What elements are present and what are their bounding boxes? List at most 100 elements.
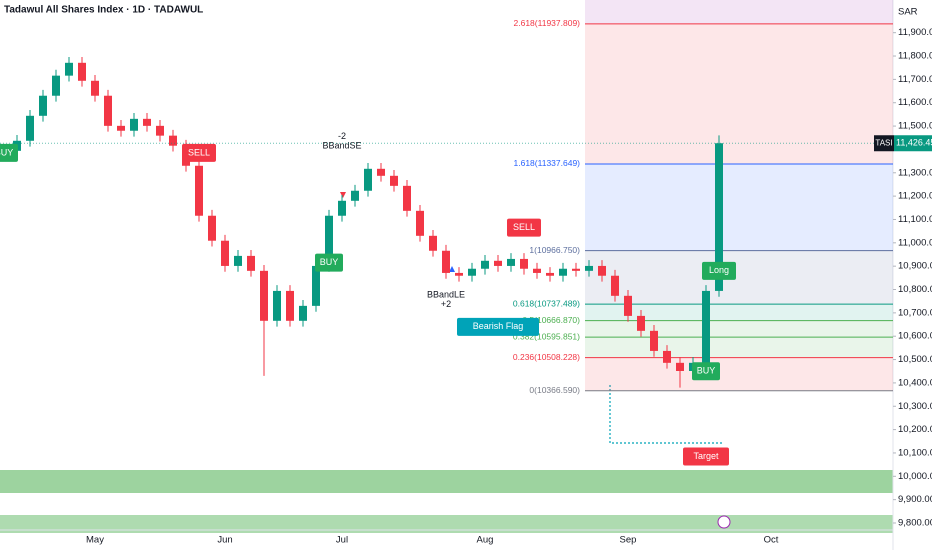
signal-box — [683, 447, 729, 466]
y-tick-label: 11,800.000 — [898, 51, 932, 62]
y-tick-label: 10,500.000 — [898, 354, 932, 365]
fib-label: 2.618(11937.809) — [514, 18, 581, 28]
candle-body — [104, 95, 112, 126]
candle-body — [325, 215, 333, 266]
candle-body — [221, 240, 229, 266]
signal-box — [507, 218, 541, 237]
candle-body — [663, 350, 671, 363]
fib-label: 0.618(10737.489) — [513, 298, 580, 308]
fib-label: 0.236(10508.228) — [513, 352, 580, 362]
signal-label: Long — [709, 265, 729, 275]
fib-zone — [585, 304, 893, 321]
y-tick-label: 10,100.000 — [898, 447, 932, 458]
x-tick-label: Aug — [477, 535, 494, 546]
signal-text: BBandSE — [322, 140, 361, 150]
signal-box — [315, 253, 343, 272]
signal-label: Bearish Flag — [473, 321, 524, 331]
candle-body — [494, 260, 502, 266]
candle-body — [52, 75, 60, 96]
chart-title: Tadawul All Shares Index · 1D · TADAWUL — [4, 5, 203, 16]
y-tick-label: 10,800.000 — [898, 284, 932, 295]
candle-body — [702, 290, 710, 363]
signal-arrow — [340, 192, 346, 198]
y-tick-label: 10,400.000 — [898, 377, 932, 388]
candle-body — [286, 290, 294, 321]
y-tick-label: 10,000.000 — [898, 471, 932, 482]
candle-body — [455, 272, 463, 276]
fib-zone — [585, 163, 893, 251]
x-tick-label: Jul — [336, 535, 348, 546]
candle-body — [351, 190, 359, 201]
signal-box — [692, 362, 720, 381]
candle-body — [585, 265, 593, 271]
signal-text: +2 — [441, 299, 451, 309]
candle-body — [260, 270, 268, 321]
candle-body — [572, 268, 580, 271]
target-path — [609, 385, 722, 444]
candle-body — [364, 168, 372, 191]
signal-label: SELL — [188, 147, 210, 157]
candle-body — [624, 295, 632, 316]
candle-body — [143, 118, 151, 126]
event-icon — [717, 515, 731, 529]
candle-body — [533, 268, 541, 273]
symbol-label: TASI — [875, 138, 892, 147]
signal-label: SELL — [513, 222, 535, 232]
candle-body — [26, 115, 34, 141]
y-tick-label: 10,600.000 — [898, 331, 932, 342]
candle-body — [234, 255, 242, 266]
fib-label: 1(10966.750) — [529, 245, 580, 255]
candle-body — [429, 235, 437, 251]
candle-body — [169, 135, 177, 146]
fib-extension-area — [585, 0, 893, 24]
last-price-label: 11,426.450 — [896, 138, 932, 148]
candle-body — [39, 95, 47, 116]
y-tick-label: 9,900.000 — [898, 494, 932, 505]
y-tick-label: 10,900.000 — [898, 261, 932, 272]
zones — [0, 0, 894, 550]
candle-body — [65, 62, 73, 76]
signal-label: BUY — [697, 366, 716, 376]
candle-body — [546, 272, 554, 276]
y-tick-label: 11,600.000 — [898, 97, 932, 108]
support-zone — [0, 515, 893, 533]
candle-body — [377, 168, 385, 176]
candle-body — [637, 315, 645, 331]
y-tick-label: 9,800.000 — [898, 518, 932, 529]
candle-body — [312, 265, 320, 306]
candle-body — [468, 268, 476, 276]
fib-zone — [585, 337, 893, 358]
y-tick-label: 11,900.000 — [898, 27, 932, 38]
signal-label: Target — [693, 451, 719, 461]
support-zone — [0, 470, 893, 493]
y-tick-label: 10,300.000 — [898, 401, 932, 412]
fib-label: 0.5(10666.870) — [522, 315, 580, 325]
signal-arrow — [449, 266, 455, 272]
candle-body — [91, 80, 99, 96]
candle-body — [442, 250, 450, 273]
candle-body — [676, 362, 684, 371]
candle-body — [299, 305, 307, 321]
signal-box — [702, 261, 736, 280]
candle-body — [403, 185, 411, 211]
candle-body — [611, 275, 619, 296]
last-price-box — [894, 135, 932, 152]
candle-body — [715, 143, 723, 291]
candle-body — [273, 290, 281, 321]
candle-body — [195, 165, 203, 216]
signal-label: BUY — [0, 147, 13, 157]
signal-box — [457, 317, 539, 336]
fib-label: 1.618(11337.649) — [514, 158, 581, 168]
y-tick-label: 11,200.000 — [898, 191, 932, 202]
signal-box — [182, 143, 216, 162]
y-tick-label: 11,500.000 — [898, 121, 932, 132]
fib-label: 0(10366.590) — [529, 385, 580, 395]
symbol-box — [874, 135, 894, 152]
candle-body — [520, 258, 528, 269]
signal-text: BBandLE — [427, 290, 465, 300]
y-tick-label: 10,200.000 — [898, 424, 932, 435]
x-tick-label: Sep — [620, 535, 637, 546]
